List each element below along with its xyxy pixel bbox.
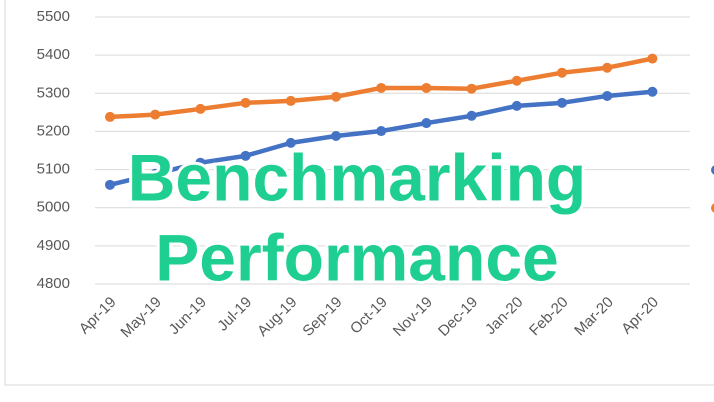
data-point — [602, 62, 613, 73]
x-tick-label: Aug-19 — [254, 294, 300, 340]
y-tick-label: 4900 — [37, 237, 70, 254]
x-tick-label: Apr-19 — [76, 294, 120, 338]
x-tick-label: Sep-19 — [299, 294, 345, 340]
data-point — [150, 168, 161, 179]
data-point — [557, 67, 567, 78]
x-tick-label: Jul-19 — [214, 294, 255, 335]
data-point — [376, 126, 387, 137]
data-point — [240, 97, 251, 108]
data-point — [105, 179, 115, 190]
overlay-title: Benchmarking — [128, 140, 586, 214]
x-tick-label: Jun-19 — [166, 294, 210, 338]
x-tick-label: Feb-20 — [526, 294, 572, 340]
data-point — [466, 83, 477, 94]
data-point — [511, 100, 522, 111]
data-point — [421, 82, 432, 93]
x-tick-label: Dec-19 — [435, 294, 481, 340]
chart-border — [4, 0, 714, 386]
data-point — [240, 150, 251, 161]
data-point — [421, 118, 432, 129]
x-tick-label: Mar-20 — [571, 294, 617, 340]
data-point — [331, 91, 341, 102]
legend-marker — [711, 203, 714, 213]
data-point — [195, 103, 206, 114]
y-tick-label: 5500 — [37, 8, 70, 25]
data-point — [285, 95, 296, 106]
overlay-title: Performance — [155, 220, 559, 294]
data-point — [647, 86, 658, 97]
data-point — [557, 97, 567, 108]
data-point — [376, 82, 387, 93]
x-tick-label: Jan-20 — [482, 294, 526, 338]
data-point — [150, 109, 161, 120]
y-tick-label: 5000 — [37, 199, 70, 216]
x-tick-label: May-19 — [117, 294, 164, 341]
data-point — [466, 110, 477, 121]
data-point — [105, 111, 115, 122]
data-point — [285, 137, 296, 148]
y-tick-label: 5300 — [37, 84, 70, 101]
data-point — [647, 53, 658, 64]
y-tick-label: 5100 — [37, 161, 70, 178]
x-tick-label: Apr-20 — [618, 294, 662, 338]
data-point — [511, 75, 522, 86]
y-tick-label: 5200 — [37, 122, 70, 139]
y-tick-label: 4800 — [37, 275, 70, 292]
x-tick-label: Oct-19 — [347, 294, 391, 338]
data-point — [602, 90, 613, 101]
legend-marker — [711, 165, 714, 175]
data-point — [331, 131, 341, 142]
data-point — [195, 157, 206, 168]
y-tick-label: 5400 — [37, 46, 70, 63]
x-tick-label: Nov-19 — [390, 294, 436, 340]
